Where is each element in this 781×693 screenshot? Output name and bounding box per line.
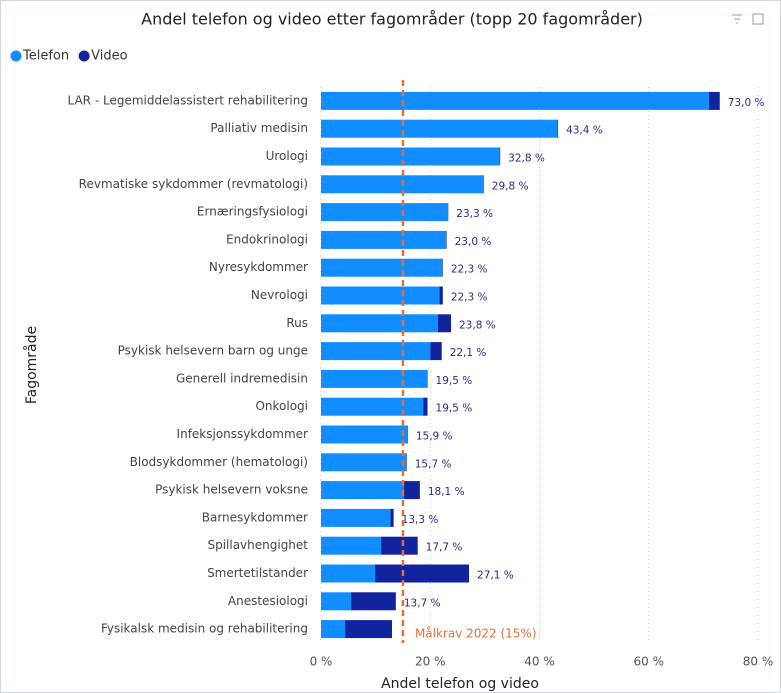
y-tick-label: Blodsykdommer (hematologi) <box>130 455 308 469</box>
bar-segment <box>499 147 501 166</box>
y-tick-label: Psykisk helsevern barn og unge <box>118 344 308 358</box>
focus-icon[interactable] <box>752 13 764 25</box>
bar-segment <box>321 508 391 527</box>
x-tick-label: 0 % <box>310 655 333 669</box>
bar-segment <box>321 481 405 500</box>
y-tick-label: Smertetilstander <box>207 566 308 580</box>
bar-segment <box>321 453 407 472</box>
data-label: 27,1 % <box>477 570 514 582</box>
y-tick-label: Revmatiske sykdommer (revmatologi) <box>79 177 308 191</box>
data-label: 22,3 % <box>451 264 488 276</box>
y-tick-label: Barnesykdommer <box>202 510 308 524</box>
header-icons[interactable] <box>732 13 764 25</box>
y-tick-label: Onkologi <box>255 399 308 413</box>
legend-swatch <box>78 50 90 62</box>
bar-segment <box>447 203 449 222</box>
bar-segment <box>321 258 443 277</box>
y-tick-label: Nyresykdommer <box>209 260 308 274</box>
bar-segment <box>430 342 442 361</box>
y-tick-label: Nevrologi <box>251 288 308 302</box>
x-tick-label: 80 % <box>743 655 774 669</box>
x-tick-label: 60 % <box>634 655 665 669</box>
bar-segment <box>321 286 440 305</box>
data-label: 43,4 % <box>566 125 603 137</box>
y-tick-label: Palliativ medisin <box>210 121 308 135</box>
y-tick-label: Rus <box>286 316 308 330</box>
legend-swatch <box>10 50 22 62</box>
x-axis-title: Andel telefon og video <box>381 676 539 692</box>
bar-segment <box>321 397 424 416</box>
bar-segment <box>321 147 500 166</box>
data-label: 23,8 % <box>459 319 496 331</box>
bar-segment <box>321 230 447 249</box>
bar-segment <box>321 620 346 639</box>
bar-segment <box>351 592 396 611</box>
bar-segment <box>404 481 420 500</box>
data-label: 23,3 % <box>456 208 493 220</box>
bar-segment <box>321 564 376 583</box>
bar-segment <box>446 230 447 249</box>
data-label: 19,5 % <box>436 403 473 415</box>
data-label: 22,3 % <box>451 292 488 304</box>
data-label: 13,3 % <box>402 514 439 526</box>
y-tick-label: Infeksjonssykdommer <box>177 427 309 441</box>
data-label: 17,7 % <box>426 542 463 554</box>
bar-segment <box>321 369 427 388</box>
chart-title: Andel telefon og video etter fagområder … <box>141 10 643 29</box>
data-label: 32,8 % <box>508 153 545 165</box>
data-label: 15,7 % <box>415 458 452 470</box>
y-tick-label: Anestesiologi <box>228 594 308 608</box>
bar-segment <box>390 508 394 527</box>
data-label: 29,8 % <box>492 180 529 192</box>
y-tick-label: LAR - Legemiddelassistert rehabilitering <box>68 93 309 107</box>
bar-segment <box>321 314 438 333</box>
y-tick-label: Psykisk helsevern voksne <box>155 483 308 497</box>
bar-segment <box>407 425 408 444</box>
bar-segment <box>321 203 448 222</box>
y-tick-label: Generell indremedisin <box>176 371 308 385</box>
data-label: 15,9 % <box>416 431 453 443</box>
bar-segment <box>381 536 418 555</box>
bar-segment <box>321 91 709 110</box>
bar-segment <box>345 620 393 639</box>
bar-segment <box>423 397 428 416</box>
data-label: 19,5 % <box>436 375 473 387</box>
y-axis-title: Fagområde <box>23 326 40 404</box>
bar-segment <box>557 119 559 138</box>
legend-label: Telefon <box>22 49 69 64</box>
bar-segment <box>708 91 720 110</box>
legend-label: Video <box>91 49 127 64</box>
target-label: Målkrav 2022 (15%) <box>415 627 537 641</box>
bar-segment <box>442 258 443 277</box>
y-tick-label: Ernæringsfysiologi <box>197 205 308 219</box>
x-tick-label: 20 % <box>415 655 446 669</box>
bar-segment <box>439 286 443 305</box>
y-tick-label: Spillavhengighet <box>207 538 308 552</box>
y-tick-label: Urologi <box>266 149 308 163</box>
x-tick-label: 40 % <box>524 655 555 669</box>
filter-icon[interactable] <box>732 14 742 24</box>
bar-segment <box>321 119 558 138</box>
bar-segment <box>321 592 352 611</box>
y-tick-label: Fysikalsk medisin og rehabilitering <box>101 622 308 636</box>
data-label: 73,0 % <box>728 97 765 109</box>
bar-segment <box>321 536 382 555</box>
data-label: 23,0 % <box>455 236 492 248</box>
bar-segment <box>406 453 407 472</box>
bar-segment <box>321 425 408 444</box>
y-tick-label: Endokrinologi <box>226 232 308 246</box>
data-label: 22,1 % <box>450 347 487 359</box>
bar-segment <box>426 369 428 388</box>
data-label: 18,1 % <box>428 486 465 498</box>
bar-segment <box>375 564 470 583</box>
bar-segment <box>437 314 452 333</box>
bar-segment <box>321 342 431 361</box>
data-label: 13,7 % <box>404 597 441 609</box>
bar-segment <box>483 175 484 194</box>
